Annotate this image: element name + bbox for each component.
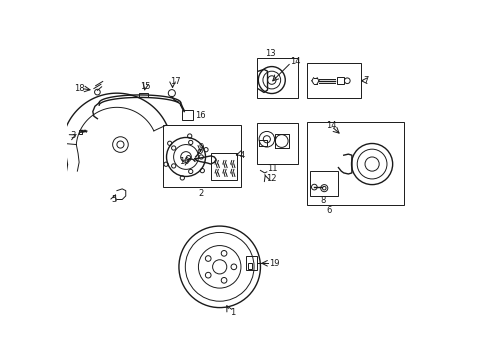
Bar xyxy=(163,125,241,187)
Text: 16: 16 xyxy=(195,111,205,120)
Text: 17: 17 xyxy=(170,77,181,86)
Bar xyxy=(246,256,256,270)
Text: 2: 2 xyxy=(198,189,203,198)
Bar xyxy=(79,130,81,134)
Bar xyxy=(210,153,237,180)
Text: 6: 6 xyxy=(325,206,331,215)
Text: 1: 1 xyxy=(230,309,235,318)
Text: 13: 13 xyxy=(264,49,275,58)
Bar xyxy=(306,63,361,99)
Text: 3: 3 xyxy=(70,131,75,140)
Text: 18: 18 xyxy=(74,84,85,93)
Text: 9: 9 xyxy=(198,143,203,152)
Text: 15: 15 xyxy=(140,82,150,91)
Bar xyxy=(139,93,147,97)
Bar xyxy=(182,110,193,121)
Text: 19: 19 xyxy=(269,259,279,268)
Text: 8: 8 xyxy=(320,196,325,205)
Text: 14: 14 xyxy=(290,58,301,67)
Bar xyxy=(336,77,343,84)
Text: 7: 7 xyxy=(363,76,368,85)
Text: 10: 10 xyxy=(179,157,189,166)
Text: 14: 14 xyxy=(325,121,336,130)
Text: 5: 5 xyxy=(111,195,117,204)
Bar xyxy=(256,123,297,164)
Bar xyxy=(256,58,297,99)
Bar xyxy=(306,122,403,205)
Bar xyxy=(247,262,252,269)
Text: 4: 4 xyxy=(239,151,244,160)
Text: 12: 12 xyxy=(265,174,276,183)
Text: 11: 11 xyxy=(267,164,278,173)
Bar xyxy=(309,171,338,196)
